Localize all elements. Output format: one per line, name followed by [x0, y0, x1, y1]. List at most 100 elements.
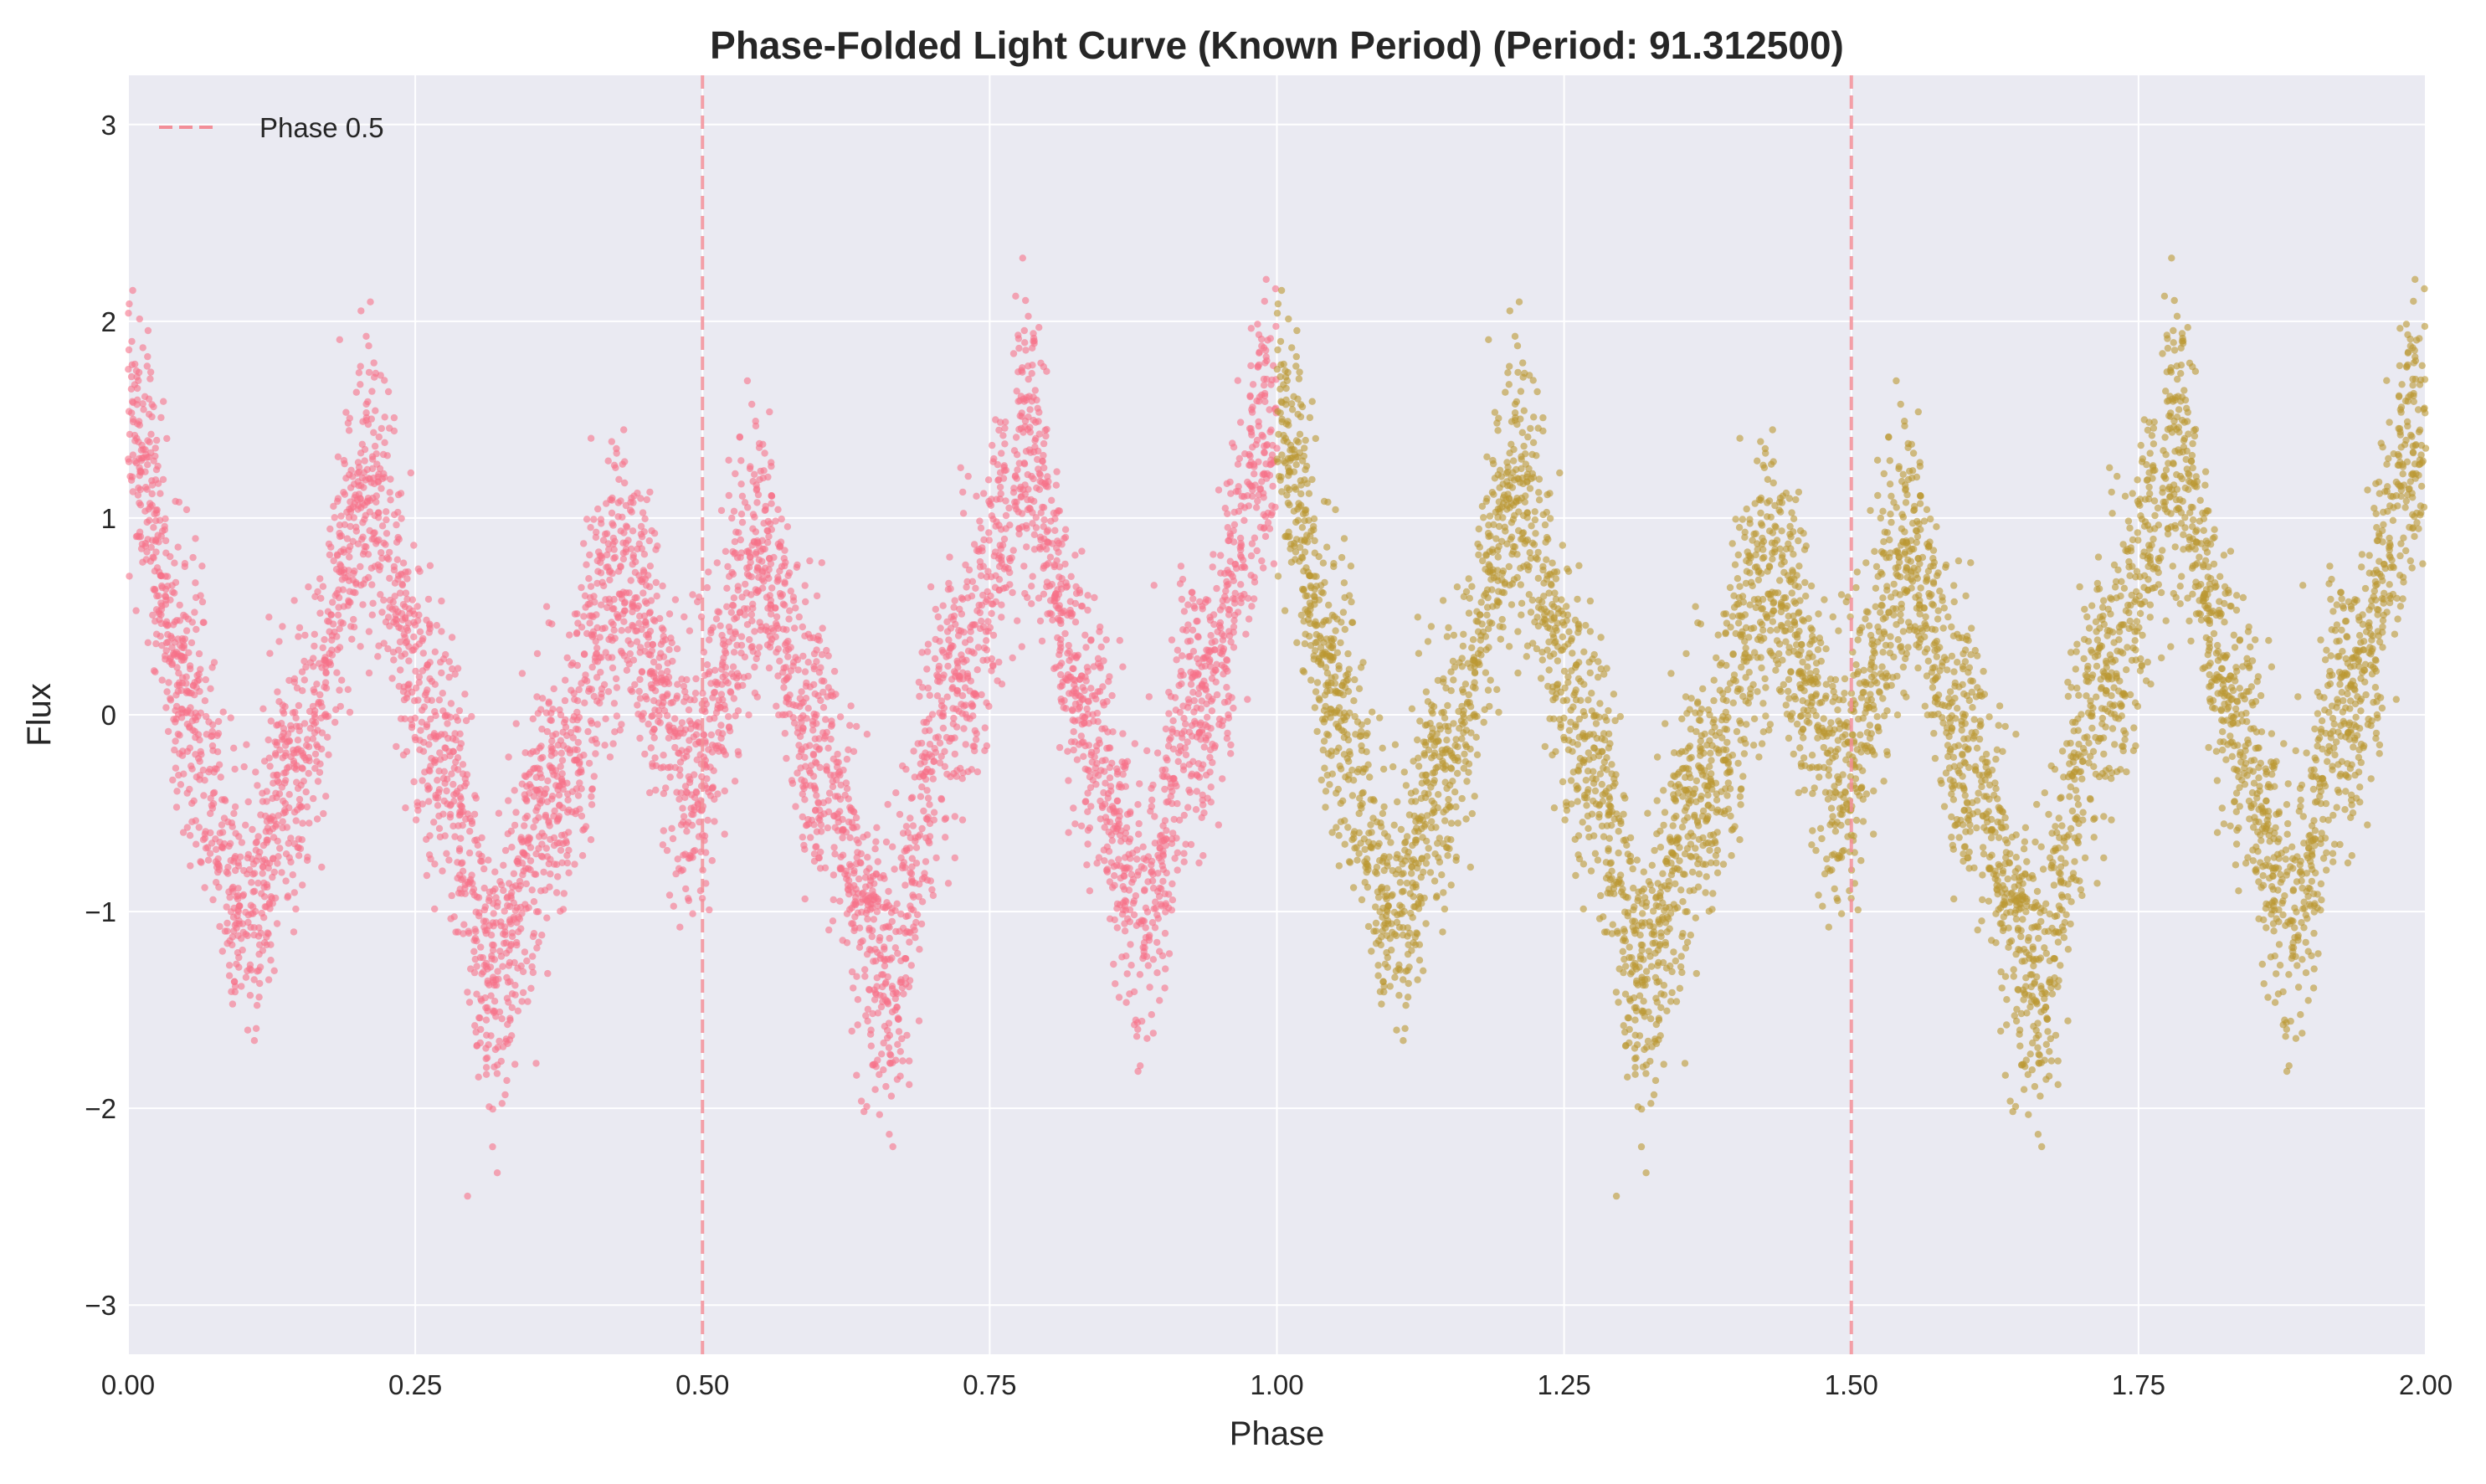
- data-point: [666, 891, 673, 898]
- data-point: [864, 731, 871, 737]
- data-point: [965, 473, 972, 480]
- data-point: [635, 603, 642, 609]
- data-point: [928, 768, 935, 775]
- data-point: [410, 542, 417, 548]
- data-point: [286, 791, 293, 798]
- data-point: [638, 712, 645, 719]
- data-point: [686, 779, 693, 786]
- data-point: [1065, 777, 1071, 783]
- data-point: [1235, 483, 1242, 490]
- data-point: [365, 342, 372, 349]
- data-point: [456, 707, 463, 714]
- data-point: [886, 1045, 892, 1051]
- data-point: [265, 614, 272, 620]
- data-point: [359, 601, 366, 608]
- data-point: [1114, 924, 1121, 931]
- data-point: [426, 851, 433, 858]
- data-point: [743, 548, 750, 555]
- data-point: [626, 660, 633, 667]
- data-point: [1217, 606, 1224, 613]
- data-point: [301, 676, 308, 683]
- data-point: [766, 408, 773, 415]
- data-point: [153, 437, 160, 444]
- data-point: [1035, 408, 1042, 415]
- data-point: [853, 723, 860, 730]
- data-point: [1133, 855, 1140, 862]
- data-point: [935, 614, 942, 620]
- data-point: [459, 860, 465, 866]
- data-point: [748, 618, 755, 624]
- data-point: [230, 745, 237, 752]
- data-point: [552, 782, 559, 788]
- data-point: [586, 686, 593, 692]
- data-point: [646, 537, 653, 544]
- data-point: [776, 544, 783, 551]
- data-point: [483, 1071, 490, 1078]
- data-point: [1156, 885, 1163, 891]
- data-point: [312, 751, 319, 757]
- data-point: [623, 540, 629, 547]
- data-point: [251, 1037, 258, 1044]
- data-point: [666, 610, 673, 617]
- data-point: [922, 834, 929, 841]
- data-point: [717, 721, 724, 728]
- data-point: [1194, 773, 1200, 779]
- data-point: [1263, 276, 1270, 283]
- data-point: [1151, 813, 1158, 819]
- data-point: [378, 555, 385, 562]
- data-point: [886, 1060, 893, 1066]
- data-point: [1208, 647, 1215, 654]
- data-point: [1027, 506, 1034, 512]
- data-point: [607, 753, 614, 760]
- data-point: [648, 744, 655, 751]
- data-point: [291, 675, 298, 682]
- data-point: [1246, 393, 1253, 400]
- data-point: [790, 598, 797, 604]
- data-point: [372, 408, 378, 414]
- data-point: [1138, 921, 1144, 927]
- data-point: [706, 636, 712, 643]
- data-point: [870, 1061, 876, 1068]
- data-point: [940, 725, 947, 732]
- data-point: [352, 589, 358, 596]
- data-point: [140, 344, 146, 351]
- data-point: [1194, 618, 1200, 624]
- data-point: [1108, 692, 1115, 699]
- data-point: [871, 916, 877, 922]
- data-point: [435, 789, 442, 796]
- data-point: [1187, 669, 1194, 675]
- data-point: [888, 1092, 895, 1099]
- data-point: [1067, 598, 1074, 605]
- data-point: [1141, 948, 1148, 955]
- data-point: [192, 579, 198, 586]
- data-point: [1081, 632, 1088, 639]
- data-point: [146, 411, 152, 418]
- data-point: [153, 510, 160, 516]
- data-point: [686, 628, 693, 634]
- data-point: [191, 691, 198, 698]
- data-point: [271, 968, 278, 974]
- data-point: [368, 565, 375, 572]
- data-point: [889, 985, 896, 992]
- data-point: [598, 554, 605, 561]
- data-point: [516, 886, 522, 892]
- data-point: [1114, 798, 1121, 804]
- data-point: [1177, 580, 1184, 587]
- data-point: [480, 968, 486, 975]
- data-point: [1040, 452, 1046, 459]
- data-point: [231, 766, 238, 773]
- data-point: [1254, 497, 1261, 504]
- data-point: [144, 519, 151, 526]
- data-point: [1181, 608, 1188, 614]
- data-point: [708, 732, 715, 738]
- data-point: [531, 898, 537, 905]
- data-point: [293, 723, 300, 730]
- data-point: [519, 849, 526, 855]
- data-point: [617, 727, 624, 733]
- data-point: [701, 732, 707, 738]
- data-point: [369, 453, 376, 460]
- data-point: [876, 934, 883, 941]
- data-point: [403, 638, 410, 644]
- data-point: [1119, 664, 1126, 670]
